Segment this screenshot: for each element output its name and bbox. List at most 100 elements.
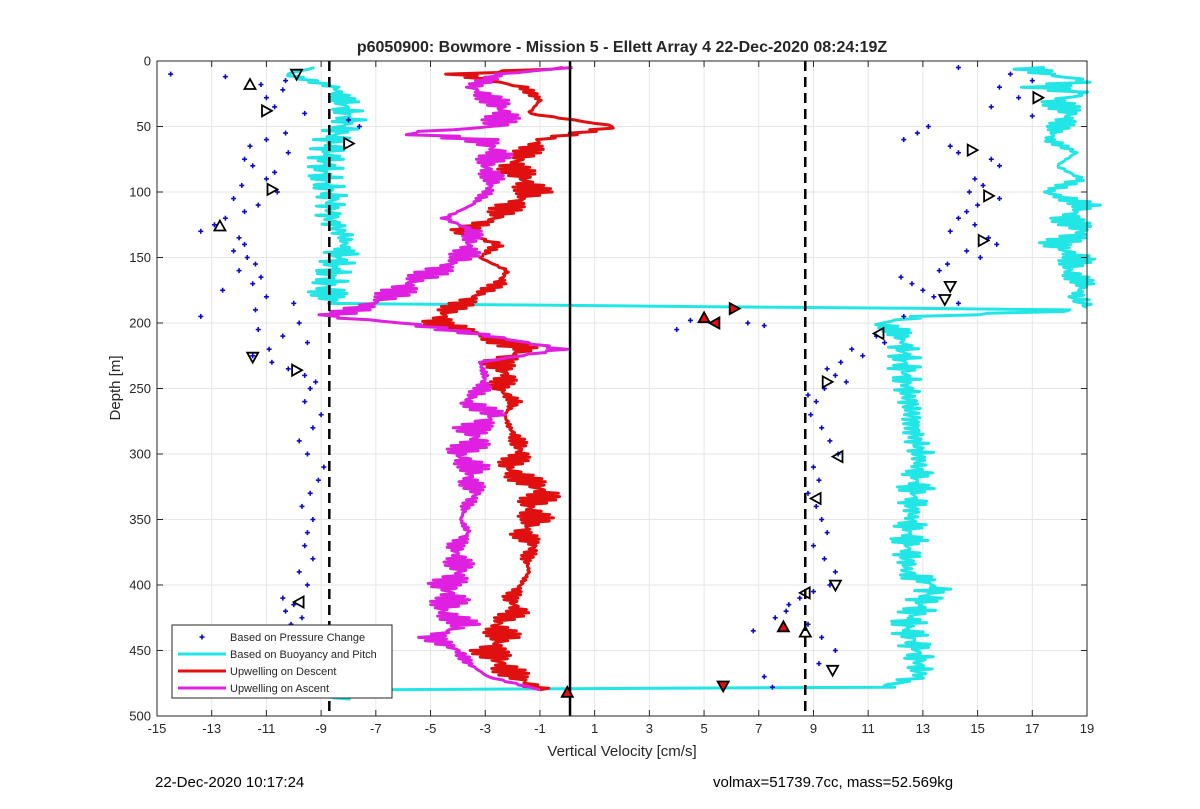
pressure-change-point xyxy=(964,248,970,254)
legend-label: Based on Pressure Change xyxy=(230,632,365,644)
pressure-change-point xyxy=(304,582,310,588)
pressure-change-point xyxy=(250,281,256,287)
x-tick-label: 15 xyxy=(970,721,984,736)
pressure-change-point xyxy=(849,346,855,352)
grid xyxy=(156,60,1088,717)
pressure-change-point xyxy=(898,274,904,280)
pressure-change-point xyxy=(909,281,915,287)
pressure-change-point xyxy=(231,196,237,202)
pressure-change-point xyxy=(296,569,302,575)
pressure-change-point xyxy=(977,255,983,260)
pressure-change-point xyxy=(263,95,269,101)
triangle-marker xyxy=(291,363,304,378)
series-line-based-on-buoyancy-and-pitch xyxy=(1012,66,1102,309)
pressure-change-point xyxy=(750,628,756,634)
pressure-change-point xyxy=(247,143,253,149)
pressure-change-point xyxy=(797,595,803,601)
y-tick-label: 300 xyxy=(129,447,151,462)
triangle-marker xyxy=(291,594,305,610)
pressure-change-point xyxy=(914,130,920,136)
triangle-marker xyxy=(821,374,835,389)
pressure-change-point xyxy=(832,372,838,378)
y-tick-label: 400 xyxy=(129,578,151,593)
pressure-change-point xyxy=(1029,113,1035,119)
y-tick-label: 150 xyxy=(129,250,151,265)
triangle-marker xyxy=(776,619,791,633)
pressure-change-point xyxy=(252,307,258,313)
triangle-marker xyxy=(798,624,813,638)
pressure-change-point xyxy=(283,608,289,614)
pressure-change-point xyxy=(198,313,204,319)
pressure-change-point xyxy=(304,451,310,457)
pressure-change-point xyxy=(945,261,950,267)
pressure-change-point xyxy=(302,110,308,116)
pressure-change-point xyxy=(975,202,981,208)
pressure-change-point xyxy=(810,589,816,595)
pressure-change-point xyxy=(285,150,291,156)
pressure-change-point xyxy=(772,615,778,621)
footer-timestamp: 22-Dec-2020 10:17:24 xyxy=(155,774,305,791)
pressure-change-point xyxy=(198,228,204,234)
pressure-change-point xyxy=(236,235,242,241)
pressure-change-point xyxy=(280,87,286,93)
triangle-marker xyxy=(697,310,712,324)
triangle-marker xyxy=(212,218,227,232)
pressure-change-point xyxy=(250,163,256,169)
pressure-change-point xyxy=(810,543,816,549)
pressure-change-point xyxy=(832,569,838,575)
pressure-change-point xyxy=(313,379,319,385)
pressure-change-point xyxy=(827,438,833,444)
legend-label: Upwelling on Ascent xyxy=(230,683,329,695)
legend-label: Upwelling on Descent xyxy=(230,666,336,678)
triangle-marker xyxy=(825,664,840,678)
axes: -15 -13 -11 -9 -7 -5 -3 -1 1 3 5 7 9 11 13 15 17 19050100… xyxy=(129,54,1094,737)
triangle-marker xyxy=(871,326,885,341)
pressure-change-point xyxy=(1016,95,1022,101)
pressure-change-point xyxy=(980,182,986,188)
pressure-change-point xyxy=(996,84,1002,90)
pressure-change-point xyxy=(816,477,822,483)
triangle-marker xyxy=(560,685,575,698)
triangle-marker xyxy=(245,351,260,365)
x-tick-label: -9 xyxy=(315,721,327,736)
x-tick-label: -15 xyxy=(148,721,167,736)
pressure-change-point xyxy=(901,137,907,143)
triangle-marker xyxy=(343,136,356,151)
x-tick-label: 5 xyxy=(700,721,707,736)
pressure-change-point xyxy=(258,82,264,88)
footer-vol-mass: volmax=51739.7cc, mass=52.569kg xyxy=(713,774,954,791)
pressure-change-point xyxy=(302,543,308,549)
pressure-change-point xyxy=(813,399,819,405)
pressure-change-point xyxy=(255,202,261,208)
x-tick-label: -3 xyxy=(479,721,491,736)
y-tick-label: 0 xyxy=(144,54,151,69)
pressure-change-point xyxy=(272,169,278,175)
x-tick-label: 13 xyxy=(916,721,930,736)
legend-entry: Based on Buoyancy and Pitch xyxy=(178,649,377,661)
pressure-change-point xyxy=(838,359,844,365)
pressure-change-point xyxy=(819,425,825,431)
pressure-change-point xyxy=(925,124,931,129)
x-tick-label: 17 xyxy=(1025,721,1039,736)
pressure-change-point xyxy=(302,399,308,405)
legend-label: Based on Buoyancy and Pitch xyxy=(230,649,377,661)
pressure-change-point xyxy=(955,150,961,156)
pressure-change-point xyxy=(966,189,972,195)
pressure-change-point xyxy=(263,176,269,182)
y-tick-label: 500 xyxy=(129,709,151,724)
pressure-change-point xyxy=(263,294,269,300)
pressure-change-point xyxy=(299,615,305,621)
y-tick-label: 250 xyxy=(129,381,151,396)
pressure-change-point xyxy=(1007,71,1013,77)
pressure-change-point xyxy=(808,412,814,418)
pressure-change-point xyxy=(901,313,907,319)
pressure-change-point xyxy=(168,71,174,77)
pressure-change-point xyxy=(296,320,302,326)
pressure-change-point xyxy=(988,104,994,110)
pressure-change-point xyxy=(242,209,248,215)
triangle-marker xyxy=(966,143,980,158)
x-tick-label: 9 xyxy=(810,721,817,736)
y-axis-label: Depth [m] xyxy=(107,355,124,420)
